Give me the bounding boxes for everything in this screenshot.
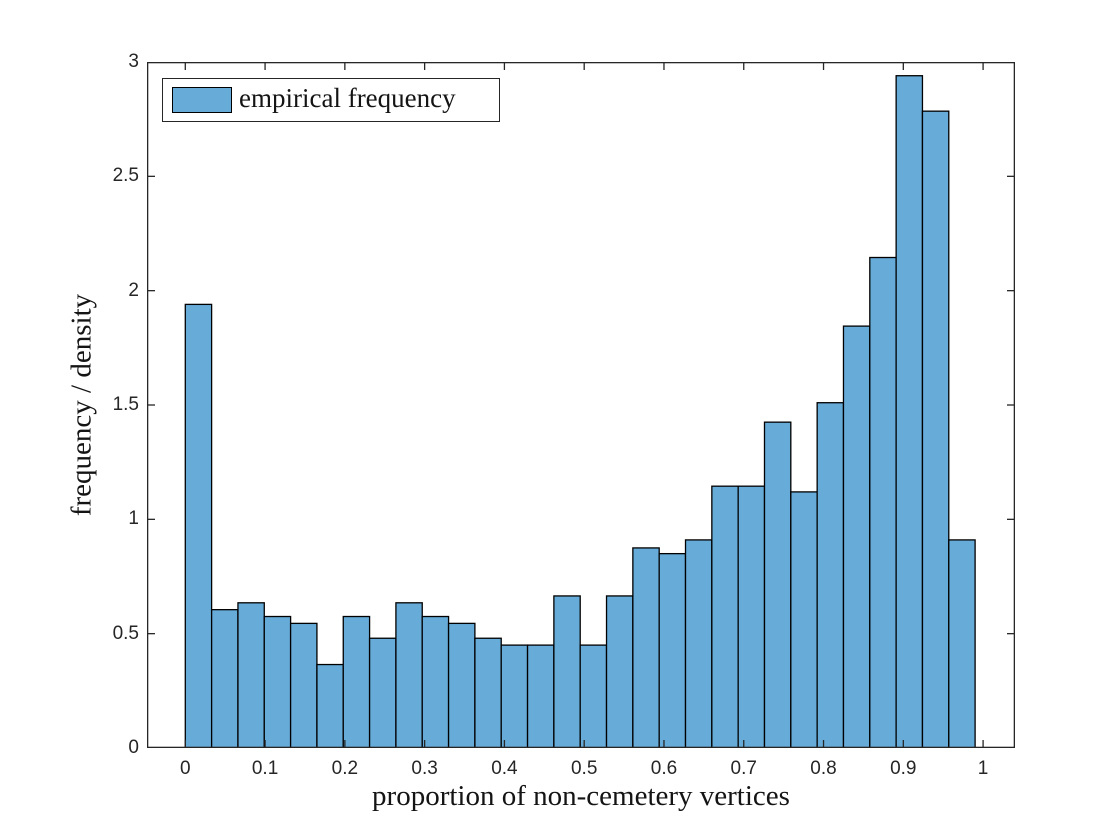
x-tick-label: 0.6 bbox=[650, 758, 678, 779]
y-tick-label: 3 bbox=[128, 51, 139, 72]
histogram-bar bbox=[210, 609, 239, 748]
y-tick-label: 1 bbox=[128, 508, 139, 530]
histogram-bar bbox=[658, 552, 687, 748]
histogram-bar bbox=[737, 485, 766, 748]
x-tick-label: 0.8 bbox=[810, 758, 837, 779]
y-tick-label: 1.5 bbox=[112, 394, 139, 415]
x-tick-label: 0.2 bbox=[331, 758, 359, 779]
histogram-bar bbox=[948, 539, 976, 748]
histogram-bar bbox=[921, 110, 950, 748]
histogram-bar bbox=[500, 644, 529, 748]
histogram-bar bbox=[289, 622, 318, 748]
legend-label: empirical frequency bbox=[239, 83, 456, 113]
histogram-bar bbox=[869, 256, 897, 748]
histogram-bar bbox=[526, 644, 555, 748]
histogram-bar bbox=[711, 485, 739, 748]
histogram-bar bbox=[579, 644, 608, 748]
histogram-plot bbox=[147, 62, 1015, 748]
legend: empirical frequency bbox=[162, 78, 500, 122]
histogram-bar bbox=[790, 491, 818, 748]
x-tick-label: 0.3 bbox=[411, 758, 438, 779]
x-tick-label: 1 bbox=[977, 758, 989, 779]
histogram-bar bbox=[395, 602, 423, 748]
histogram-bar bbox=[605, 595, 634, 748]
histogram-bar bbox=[447, 622, 476, 748]
histogram-bar bbox=[763, 421, 792, 748]
histogram-bar bbox=[368, 637, 397, 748]
x-tick-label: 0.1 bbox=[251, 758, 279, 779]
x-tick-label: 0.9 bbox=[890, 758, 917, 779]
y-tick-label: 0 bbox=[128, 737, 139, 758]
histogram-bar bbox=[237, 602, 265, 748]
legend-swatch bbox=[172, 87, 232, 113]
histogram-bar bbox=[895, 75, 924, 748]
histogram-bar bbox=[553, 595, 581, 748]
histogram-bar bbox=[263, 615, 292, 748]
y-tick-label: 0.5 bbox=[112, 622, 139, 644]
x-tick-label: 0 bbox=[179, 758, 191, 779]
x-tick-label: 0.4 bbox=[491, 758, 518, 779]
histogram-bar bbox=[816, 402, 845, 748]
histogram-bar bbox=[632, 547, 660, 748]
x-axis-label: proportion of non-cemetery vertices bbox=[372, 780, 790, 812]
y-tick-label: 2.5 bbox=[112, 165, 139, 187]
y-tick-label: 2 bbox=[128, 279, 139, 301]
x-tick-label: 0.5 bbox=[570, 758, 598, 779]
histogram-bar bbox=[342, 615, 371, 748]
histogram-bar bbox=[316, 663, 344, 748]
histogram-bar bbox=[474, 637, 502, 748]
histogram-bar bbox=[421, 615, 450, 748]
histogram-bar bbox=[684, 539, 713, 748]
x-tick-label: 0.7 bbox=[730, 758, 757, 779]
histogram-bar bbox=[184, 303, 213, 748]
histogram-bar bbox=[842, 325, 871, 748]
